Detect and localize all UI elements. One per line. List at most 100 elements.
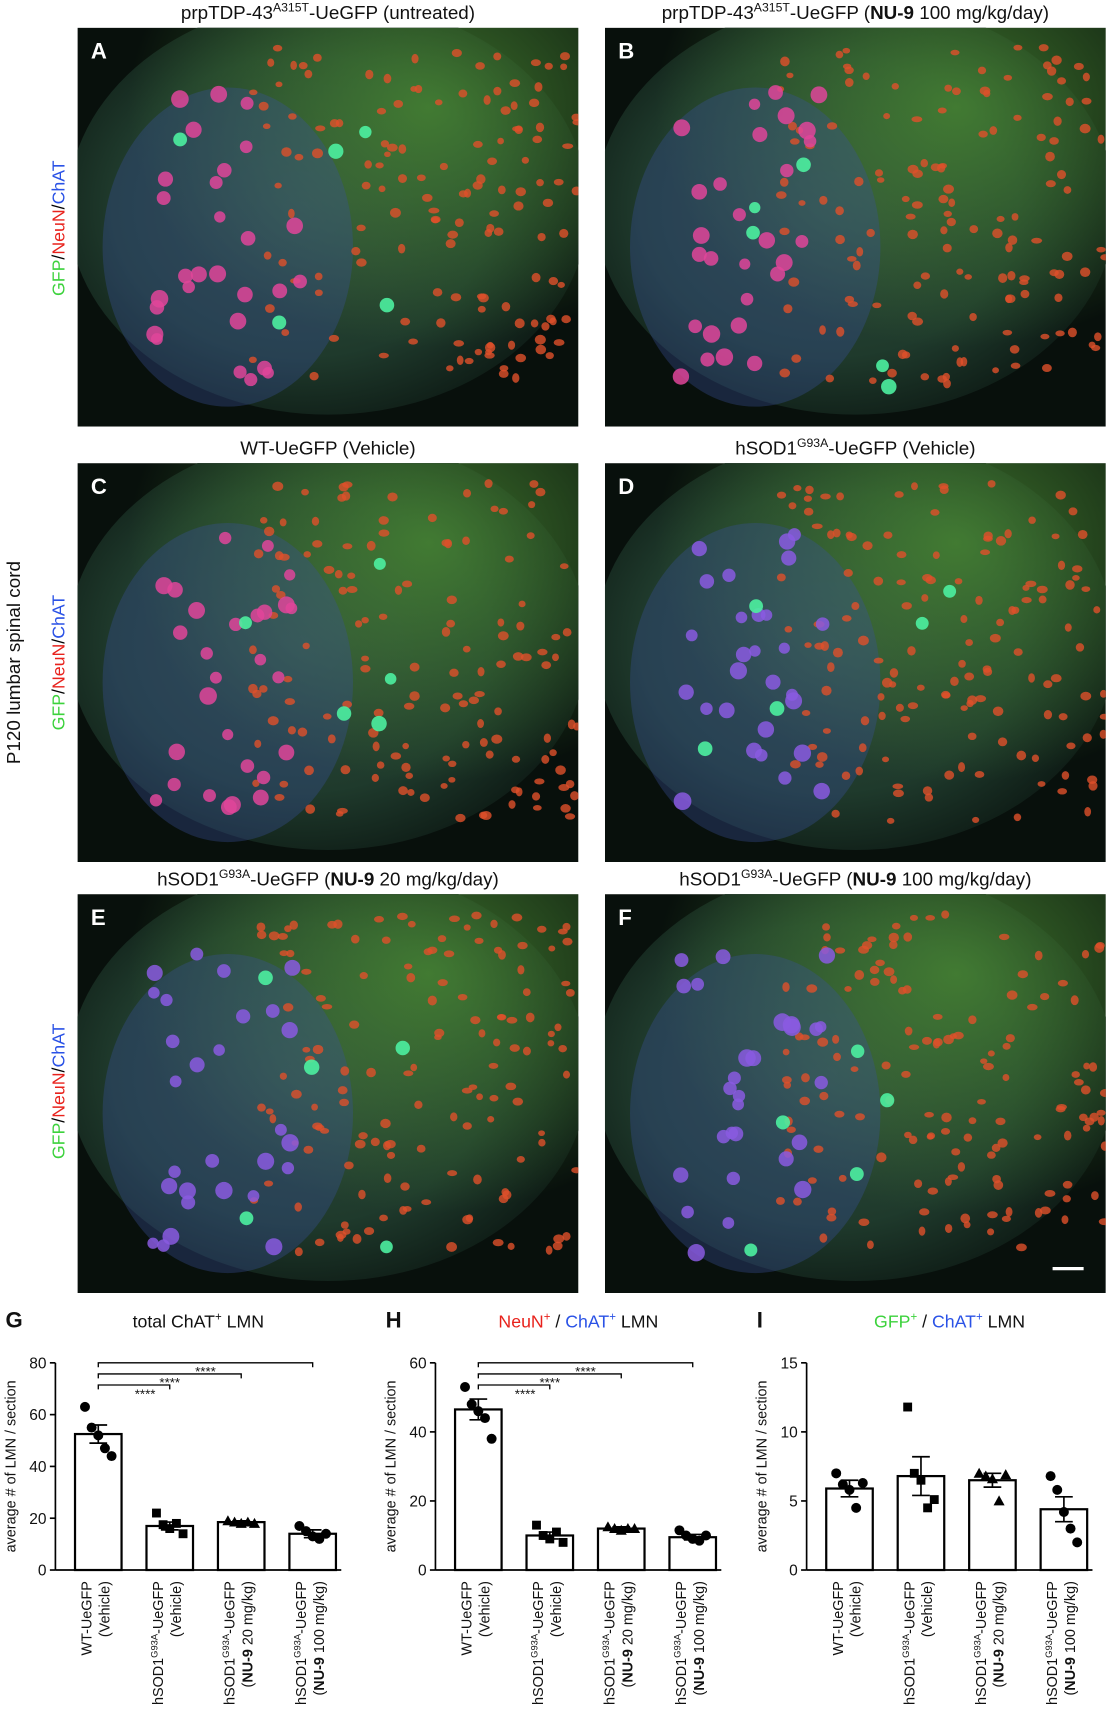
neun-cell [1057,560,1066,570]
neun-cell [834,1110,845,1118]
neun-cell [1053,116,1062,126]
neun-cell [267,716,279,726]
neun-cell [1064,623,1072,632]
neun-cell [410,86,418,92]
neun-cell [554,1023,562,1032]
neun-cell [851,602,860,611]
neun-cell [786,1126,796,1133]
motor-neuron [240,759,255,773]
motor-neuron [673,792,692,811]
motor-neuron [691,977,705,991]
panel-letter: E [91,905,106,930]
neun-cell [298,62,308,70]
motor-neuron [794,1180,812,1199]
neun-cell [992,706,1004,717]
neun-cell [1072,575,1080,581]
motor-neuron [247,1190,260,1202]
neun-cell [279,518,287,527]
text-part: / [917,1311,932,1331]
neun-cell [555,765,566,775]
text-part: (Vehicle) [477,1581,493,1637]
neun-cell [531,792,541,801]
y-tick-label: 60 [29,1407,47,1424]
text-part: NU-9 [312,1657,328,1691]
y-tick-label: 60 [409,1355,427,1372]
neun-cell [892,789,904,798]
neun-cell [857,635,869,646]
neun-cell [537,925,547,933]
motor-neuron [803,134,817,148]
chart-title: NeuN+ / ChAT+ LMN [498,1311,658,1331]
neun-cell [446,1242,457,1252]
neun-cell [487,157,498,165]
text-part: / [48,204,68,209]
neun-cell [551,633,561,641]
neun-cell [257,1103,266,1112]
neun-cell [410,1063,418,1072]
text-part: hSOD1 [603,1658,619,1705]
neun-cell [892,783,904,790]
neun-cell [559,563,569,570]
neun-cell [530,59,541,67]
neun-cell [986,1151,996,1159]
neun-cell [876,1152,887,1163]
motor-neuron [146,964,163,981]
neun-cell [272,481,284,491]
neun-cell [274,794,285,801]
data-point [165,1524,175,1534]
significance-bracket [477,1384,551,1390]
neun-cell [869,377,877,385]
neun-cell [449,668,459,677]
motor-neuron [200,647,213,660]
motor-neuron [182,280,195,294]
neun-cell [464,357,474,365]
neun-cell [458,190,468,198]
neun-cell [827,530,835,540]
bar [968,1479,1017,1572]
neun-cell [1041,364,1052,373]
stain-label: GFP/NeuN/ChAT [48,160,68,296]
panel-title: prpTDP-43A315T-UeGFP (NU-9 100 mg/kg/day… [662,1,1049,23]
neun-cell [493,52,502,61]
neun-cell [547,1040,555,1047]
neun-cell [891,82,899,90]
text-part: 20 mg/kg) [992,1581,1008,1649]
neun-cell [790,138,800,145]
neun-cell [1061,251,1073,261]
motor-neuron [793,744,812,762]
y-tick-label: 20 [409,1493,427,1510]
gfp-cell [849,1167,864,1181]
motor-neuron [752,127,768,143]
neun-cell [978,130,988,138]
text-part: / [48,689,68,694]
x-tick-label: hSOD1G93A-UeGFP [601,1581,618,1705]
neun-cell [311,148,324,159]
text-part: -UeGFP [223,1581,239,1634]
neun-cell [911,116,923,123]
neun-cell [365,69,374,80]
motor-neuron [157,171,174,187]
gfp-cell [880,1093,895,1108]
text-part: / [48,1067,68,1072]
gfp-cell [915,616,929,630]
neun-cell [980,549,991,556]
neun-cell [1077,529,1088,540]
text-part: ( [692,1690,708,1695]
text-part: G93A [293,1633,303,1658]
text-part: LMN [222,1311,264,1331]
text-part: A315T [273,1,310,15]
neun-cell [281,147,292,157]
neun-cell [826,122,838,130]
motor-neuron [702,325,721,343]
significance-label: **** [539,1375,560,1390]
motor-neuron [190,947,204,961]
neun-cell [416,1144,426,1153]
text-part: hSOD1 [679,868,741,889]
neun-cell [477,667,485,677]
neun-cell [363,1227,375,1236]
neun-cell [361,616,369,624]
neun-cell [1061,771,1070,780]
neun-cell [561,315,571,324]
